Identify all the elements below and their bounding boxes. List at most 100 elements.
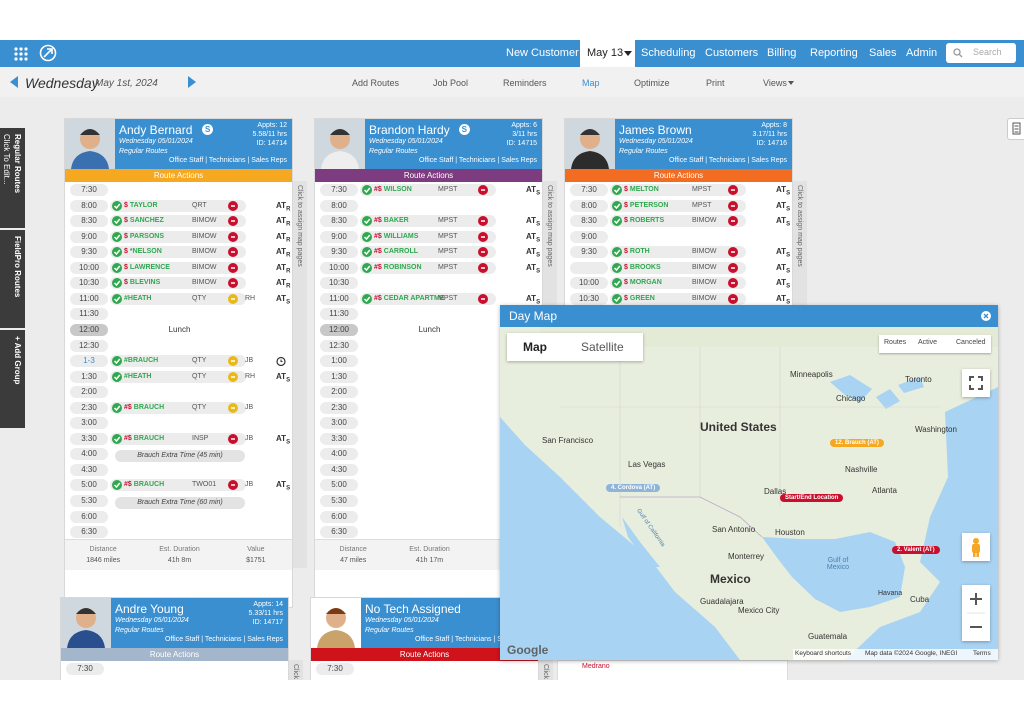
route-actions[interactable]: Route Actions [65, 169, 292, 182]
map-filter[interactable]: Active [918, 339, 938, 346]
time-slot[interactable]: 9:30 [570, 246, 608, 259]
time-slot[interactable]: 1:00 [320, 355, 358, 368]
time-slot[interactable]: 7:30 [316, 663, 354, 675]
route-actions[interactable]: Route Actions [61, 648, 288, 661]
time-slot[interactable]: 12:00 [320, 323, 358, 336]
map-type[interactable]: Map [523, 340, 547, 354]
job[interactable]: #$ BRAUCH TWO01 [110, 479, 246, 492]
time-slot[interactable]: 2:00 [320, 386, 358, 399]
job[interactable]: #$ WILSON MPST [360, 184, 496, 196]
assign-strip[interactable]: Click to assign map pages [539, 660, 553, 680]
time-slot[interactable]: 4:30 [320, 463, 358, 476]
nav-item[interactable]: Admin [906, 47, 938, 59]
job[interactable]: $ ROTH BIMOW [610, 246, 746, 259]
time-slot[interactable]: 9:00 [320, 230, 358, 243]
map-marker[interactable]: 2. Valent (AT) [892, 546, 940, 554]
route-actions[interactable]: Route Actions [315, 169, 542, 182]
side-tab[interactable]: FieldPro Routes [0, 230, 25, 328]
job[interactable]: $ GREEN BIMOW [610, 292, 746, 305]
time-slot[interactable]: 5:00 [70, 479, 108, 492]
time-slot[interactable]: 1-3 [70, 355, 108, 368]
side-tab[interactable]: + Add Group [0, 330, 25, 428]
nav-item[interactable]: Customers [705, 47, 759, 59]
time-slot[interactable]: 5:30 [70, 495, 108, 507]
job[interactable]: $ PARSONS BIMOW [110, 230, 246, 243]
route-tags[interactable]: Office Staff | Technicians | Sales Reps [164, 636, 283, 643]
time-slot[interactable]: 10:00 [320, 261, 358, 274]
assign-strip[interactable]: Click to assign map pages [293, 181, 307, 568]
job[interactable]: #$ ROBINSON MPST [360, 261, 496, 274]
assign-strip[interactable]: Click to assign map pages [289, 660, 303, 680]
job[interactable]: #$ WILLIAMS MPST [360, 230, 496, 243]
job[interactable]: #$ BAKER MPST [360, 215, 496, 228]
job[interactable]: #$ BRAUCH INSP [110, 432, 246, 445]
notes-icon[interactable] [1007, 118, 1024, 140]
time-slot[interactable]: 4:30 [70, 463, 108, 476]
time-slot[interactable]: 5:30 [320, 495, 358, 507]
map-marker[interactable]: 12. Brauch (AT) [830, 439, 884, 447]
time-slot[interactable]: 9:30 [70, 246, 108, 259]
route-tags[interactable]: Office Staff | Technicians | Sales Reps [168, 157, 287, 164]
job[interactable]: $ ROBERTS BIMOW [610, 215, 746, 228]
time-slot[interactable]: 10:00 [570, 277, 608, 290]
time-slot[interactable]: 2:30 [70, 401, 108, 414]
map-marker[interactable]: 4. Cordova (AT) [606, 484, 661, 492]
route-tags[interactable]: Office Staff | Technicians | Sales Reps [414, 636, 533, 643]
street-view[interactable] [962, 533, 990, 561]
job[interactable]: $ MELTON MPST [610, 184, 746, 196]
sub-tab[interactable]: Print [706, 78, 725, 88]
job[interactable]: $ MORGAN BIMOW [610, 277, 746, 290]
time-slot[interactable]: 11:30 [70, 308, 108, 321]
apps-icon[interactable] [13, 46, 29, 62]
time-slot[interactable]: 2:00 [70, 386, 108, 399]
pool-item[interactable]: Medrano [582, 663, 610, 670]
time-slot[interactable]: 1:30 [70, 370, 108, 383]
time-slot[interactable]: 3:30 [320, 432, 358, 445]
time-slot[interactable]: 3:00 [320, 417, 358, 430]
time-slot[interactable]: 6:30 [70, 526, 108, 539]
map-marker[interactable]: Start/End Location [780, 494, 844, 502]
search-box[interactable]: Search [946, 43, 1016, 63]
job[interactable]: $ LAWRENCE BIMOW [110, 261, 246, 274]
route-actions[interactable]: Route Actions [565, 169, 792, 182]
map-filter[interactable]: Canceled [956, 339, 986, 346]
time-slot[interactable]: 5:00 [320, 479, 358, 492]
date-picker[interactable]: May 13 [580, 40, 635, 67]
job[interactable]: #HEATH QTY [110, 370, 246, 383]
time-slot[interactable]: 7:30 [320, 184, 358, 196]
time-slot[interactable]: 7:30 [570, 184, 608, 196]
job[interactable]: $ SANCHEZ BIMOW [110, 215, 246, 228]
time-slot[interactable]: 7:30 [70, 184, 108, 196]
time-slot[interactable]: 11:00 [320, 292, 358, 305]
job[interactable]: #$ CARROLL MPST [360, 246, 496, 259]
time-slot[interactable]: 12:30 [70, 339, 108, 352]
logo[interactable] [39, 44, 57, 62]
nav-item[interactable]: New Customer [506, 47, 579, 59]
nav-item[interactable]: Billing [767, 47, 797, 59]
sub-tab[interactable]: Job Pool [433, 78, 469, 88]
job[interactable]: $ PETERSON MPST [610, 199, 746, 212]
time-slot[interactable]: 12:30 [320, 339, 358, 352]
time-slot[interactable]: 8:30 [70, 215, 108, 228]
map-attribution-item[interactable]: Terms [973, 650, 991, 657]
map-attribution-item[interactable]: Keyboard shortcuts [795, 650, 852, 657]
time-slot[interactable]: 9:00 [570, 230, 608, 243]
job[interactable]: $ *NELSON BIMOW [110, 246, 246, 259]
job[interactable]: #$ CEDAR APARTME MPST [360, 292, 496, 305]
time-slot[interactable]: 10:30 [70, 277, 108, 290]
time-slot[interactable]: 10:30 [320, 277, 358, 290]
route-tags[interactable]: Office Staff | Technicians | Sales Reps [418, 157, 537, 164]
time-slot[interactable]: 2:30 [320, 401, 358, 414]
time-slot[interactable]: 11:30 [320, 308, 358, 321]
time-slot[interactable]: 8:00 [320, 199, 358, 212]
time-slot[interactable]: 8:30 [320, 215, 358, 228]
job[interactable]: $ TAYLOR QRT [110, 199, 246, 212]
time-slot[interactable]: 7:30 [66, 663, 104, 675]
time-slot[interactable]: 8:00 [570, 199, 608, 212]
time-slot[interactable]: 3:00 [70, 417, 108, 430]
side-tab[interactable]: Regular Routes Click To Edit... [0, 128, 25, 228]
map-type[interactable]: Satellite [581, 340, 624, 354]
time-slot[interactable]: 6:00 [70, 510, 108, 523]
time-slot[interactable]: 9:30 [320, 246, 358, 259]
route-actions[interactable]: Route Actions [311, 648, 538, 661]
